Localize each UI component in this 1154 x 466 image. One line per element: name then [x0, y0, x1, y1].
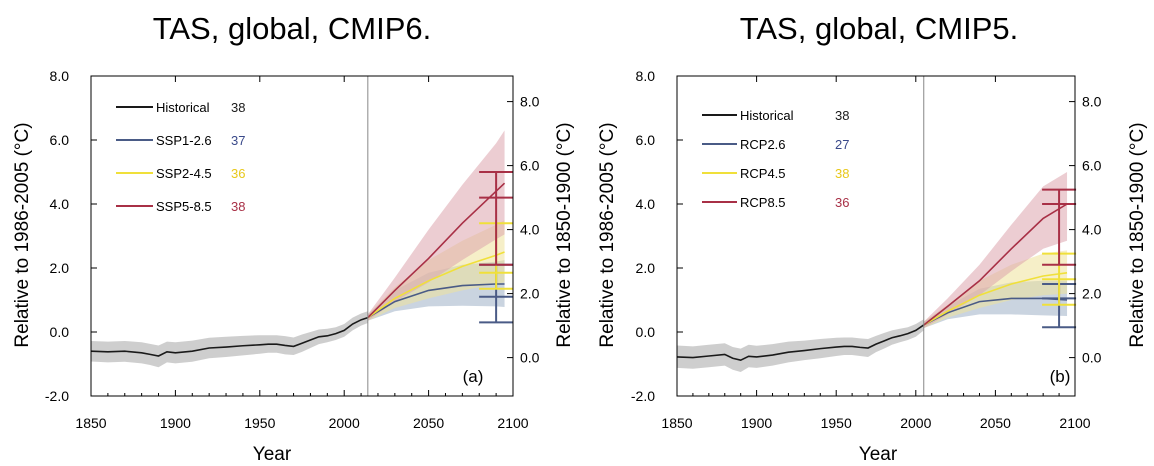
band-rcp8-5: [923, 172, 1068, 329]
plot-area: [90, 76, 514, 396]
x-tick-label: 2000: [900, 415, 931, 431]
y-axis-label-left: Relative to 1986-2005 (°C): [597, 122, 618, 347]
line-ssp1-2-6: [367, 283, 505, 319]
y2-tick-label: 4.0: [1082, 222, 1102, 238]
x-tick-label: 1950: [821, 415, 852, 431]
panel-label: (a): [463, 367, 484, 386]
legend-label: Historical: [156, 100, 210, 115]
plot-frame: [676, 75, 1076, 397]
y-tick-label: 0.0: [636, 324, 656, 340]
legend-count: 38: [231, 100, 245, 115]
y-tick-label: 6.0: [636, 132, 656, 148]
legend-count: 27: [835, 137, 849, 152]
legend-label: RCP2.6: [740, 137, 786, 152]
y2-tick-label: 8.0: [520, 94, 540, 110]
y2-tick-label: 0.0: [1082, 350, 1102, 366]
plot-area: [676, 76, 1077, 396]
panel-label: (b): [1050, 367, 1071, 386]
legend-label: RCP4.5: [740, 166, 786, 181]
y-axis-label-right: Relative to 1850-1900 (°C): [554, 122, 575, 347]
y2-tick-label: 0.0: [520, 350, 540, 366]
y-tick-label: -2.0: [631, 388, 655, 404]
line-rcp8-5: [923, 203, 1068, 326]
y-tick-label: 2.0: [50, 260, 70, 276]
x-tick-label: 1900: [160, 415, 191, 431]
plot-frame: [90, 75, 514, 397]
y-axis-label-right: Relative to 1850-1900 (°C): [1127, 122, 1148, 347]
x-tick-label: 2100: [497, 415, 528, 431]
y-tick-label: 2.0: [636, 260, 656, 276]
y-tick-label: 4.0: [636, 196, 656, 212]
x-tick-label: 2100: [1059, 415, 1090, 431]
chart-panel-cmip5: TAS, global, CMIP5. Relative to 1986-200…: [577, 0, 1154, 466]
x-tick-label: 2050: [413, 415, 444, 431]
y2-tick-label: 2.0: [1082, 286, 1102, 302]
x-tick-label: 1950: [244, 415, 275, 431]
chart-cmip5: TAS, global, CMIP5. Relative to 1986-200…: [597, 11, 1148, 465]
y2-tick-label: 8.0: [1082, 94, 1102, 110]
x-axis-label: Year: [253, 444, 292, 465]
chart-title: TAS, global, CMIP6.: [153, 11, 432, 46]
band-ssp5-8-5: [367, 130, 505, 321]
legend-count: 36: [835, 195, 849, 210]
legend-count: 38: [835, 166, 849, 181]
legend-label: Historical: [740, 108, 794, 123]
y-tick-label: 0.0: [50, 324, 70, 340]
band-historical: [91, 311, 368, 368]
y2-tick-label: 6.0: [1082, 158, 1102, 174]
line-ssp5-8-5: [367, 182, 506, 319]
y-tick-label: 4.0: [50, 196, 70, 212]
legend-label: SSP2-4.5: [156, 166, 212, 181]
line-rcp4-5: [923, 272, 1068, 326]
chart-cmip6: TAS, global, CMIP6. Relative to 1986-200…: [12, 11, 575, 465]
y-tick-label: 6.0: [50, 132, 70, 148]
chart-title: TAS, global, CMIP5.: [740, 11, 1019, 46]
legend-count: 38: [835, 108, 849, 123]
y2-tick-label: 6.0: [520, 158, 540, 174]
x-tick-label: 1850: [75, 415, 106, 431]
chart-panel-cmip6: TAS, global, CMIP6. Relative to 1986-200…: [12, 11, 575, 465]
x-tick-label: 1850: [661, 415, 692, 431]
legend-count: 37: [231, 133, 245, 148]
line-ssp2-4-5: [367, 251, 505, 319]
y2-tick-label: 4.0: [520, 222, 540, 238]
x-axis-label: Year: [859, 444, 898, 465]
x-tick-label: 2000: [329, 415, 360, 431]
y-axis-label-left: Relative to 1986-2005 (°C): [12, 122, 33, 347]
line-historical: [676, 324, 925, 362]
band-historical: [677, 319, 924, 372]
y-tick-label: 8.0: [636, 68, 656, 84]
legend-count: 38: [231, 199, 245, 214]
y-tick-label: 8.0: [50, 68, 70, 84]
legend-label: RCP8.5: [740, 195, 786, 210]
y-tick-label: -2.0: [45, 388, 69, 404]
x-tick-label: 1900: [741, 415, 772, 431]
x-tick-label: 2050: [980, 415, 1011, 431]
legend-count: 36: [231, 166, 245, 181]
y2-tick-label: 2.0: [520, 286, 540, 302]
legend-label: SSP5-8.5: [156, 199, 212, 214]
line-historical: [90, 316, 369, 357]
legend-label: SSP1-2.6: [156, 133, 212, 148]
